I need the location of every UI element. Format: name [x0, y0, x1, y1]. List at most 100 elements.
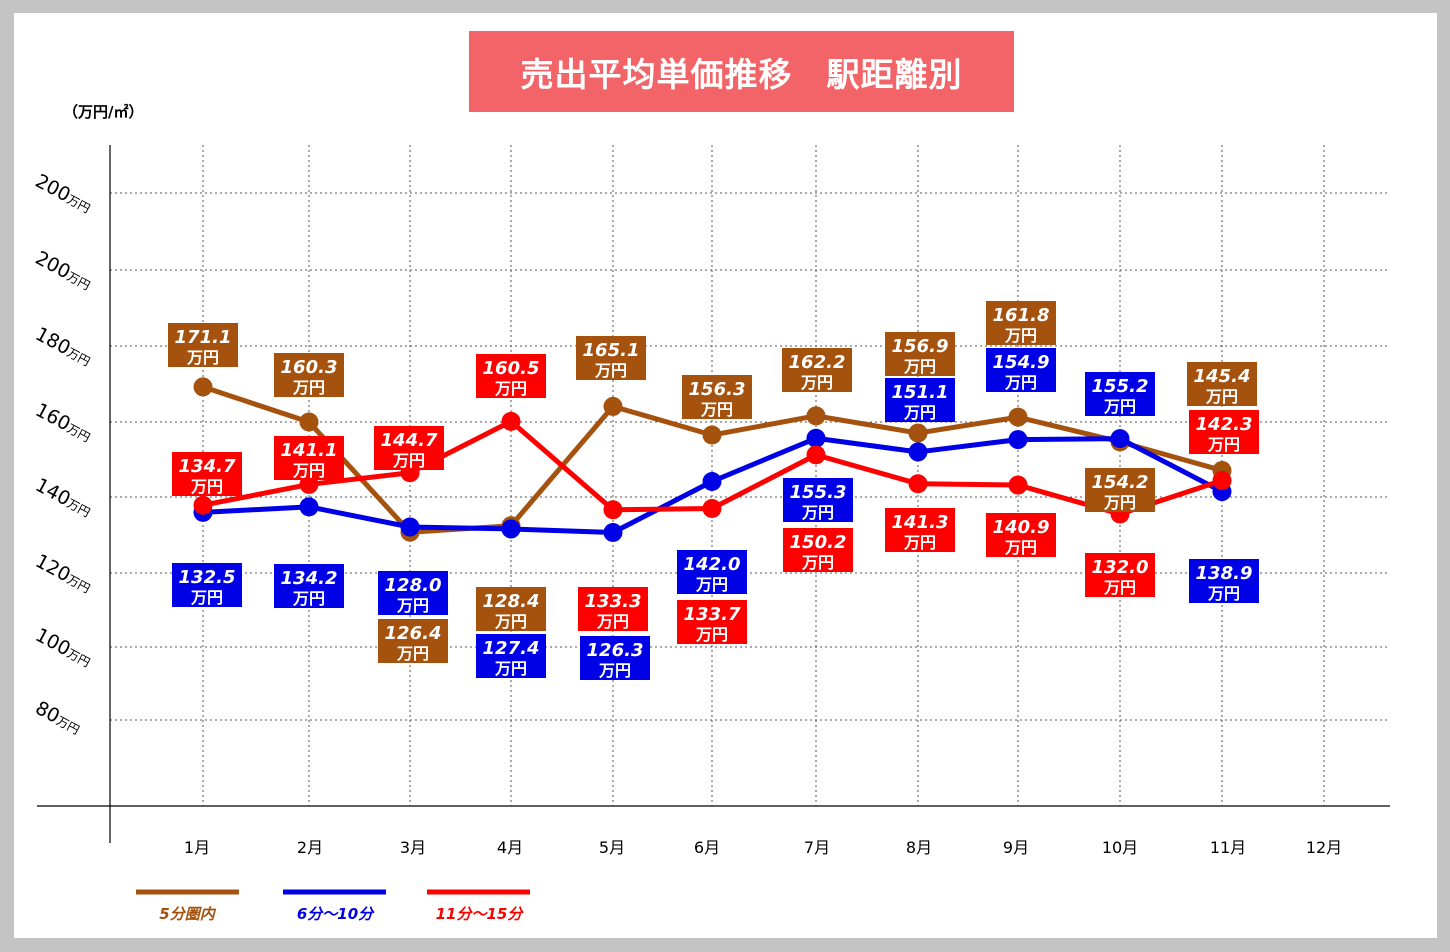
data-label-unit: 万円 [494, 612, 527, 631]
series-2 [193, 428, 1232, 543]
data-label-value: 171.1 [175, 327, 232, 348]
data-label-value: 161.8 [993, 305, 1050, 326]
data-point [603, 500, 623, 520]
legend: 5分圏内 6分～10分 11分～15分 [136, 889, 530, 923]
data-label-box [274, 436, 344, 480]
data-point [908, 423, 928, 443]
x-tick-label: 3月 [400, 838, 426, 857]
y-tick-label: 120万円 [32, 550, 96, 598]
data-label-box [782, 348, 852, 392]
legend-item-3: 11分～15分 [427, 889, 530, 923]
data-label: 155.3万円 [783, 478, 853, 522]
data-label-box [274, 564, 344, 608]
x-tick-label: 12月 [1306, 838, 1342, 857]
data-label-value: 141.1 [281, 440, 338, 461]
data-label-box [1085, 468, 1155, 512]
data-labels: 171.1万円 160.3万円126.4万円128.4万円165.1万円156.3… [168, 301, 1259, 680]
data-point [702, 498, 722, 518]
series-lines [193, 377, 1232, 543]
y-tick-label: 160万円 [32, 399, 96, 447]
data-label-unit: 万円 [700, 400, 733, 419]
data-label-box [677, 550, 747, 594]
data-label: 128.0万円 [378, 571, 448, 615]
legend-label: 6分～10分 [297, 905, 375, 923]
data-label-unit: 万円 [292, 461, 325, 480]
data-label-box [172, 563, 242, 607]
data-label-unit: 万円 [801, 553, 834, 572]
data-label-box [1189, 559, 1259, 603]
data-label-box [378, 619, 448, 663]
data-point [1008, 475, 1028, 495]
data-label-unit: 万円 [1103, 397, 1136, 416]
data-label-unit: 万円 [1103, 578, 1136, 597]
data-point [603, 523, 623, 543]
x-tick-label: 7月 [804, 838, 830, 857]
y-tick-label: 140万円 [32, 474, 96, 522]
data-label: 161.8万円 [986, 301, 1056, 345]
x-tick-label: 10月 [1102, 838, 1138, 857]
data-label-unit: 万円 [598, 661, 631, 680]
data-label: 156.3万円 [682, 375, 752, 419]
data-point [1212, 471, 1232, 491]
data-point [806, 428, 826, 448]
legend-label: 5分圏内 [159, 905, 216, 923]
data-label-value: 154.2 [1092, 472, 1149, 493]
x-tick-label: 11月 [1210, 838, 1246, 857]
data-label-box [885, 332, 955, 376]
data-label-box [1189, 410, 1259, 454]
data-label-box [476, 634, 546, 678]
x-tick-labels: 1月 2月 3月 4月 5月 6月 7月 8月 9月 10月 11月 12月 [184, 838, 1342, 857]
data-point [908, 474, 928, 494]
data-point [702, 472, 722, 491]
data-label-unit: 万円 [292, 589, 325, 608]
y-tick-label: 100万円 [32, 624, 96, 672]
data-label-unit: 万円 [594, 361, 627, 380]
data-label-box [677, 600, 747, 644]
data-label-unit: 万円 [1004, 538, 1037, 557]
data-label-box [172, 452, 242, 496]
data-label-box [1187, 362, 1257, 406]
data-label-unit: 万円 [903, 533, 936, 552]
data-label-box [986, 513, 1056, 557]
data-label-unit: 万円 [190, 477, 223, 496]
y-tick-label: 180万円 [32, 323, 96, 371]
axes [37, 145, 1390, 843]
data-point [806, 406, 826, 426]
data-label-unit: 万円 [1205, 387, 1238, 406]
data-label: 132.0万円 [1085, 553, 1155, 597]
data-label-value: 150.2 [790, 532, 847, 553]
data-label-value: 126.4 [385, 623, 442, 644]
data-label: 141.3万円 [885, 508, 955, 552]
data-label-value: 134.2 [281, 568, 338, 589]
data-label: 160.5万円 [476, 354, 546, 398]
data-label: 145.4万円 [1187, 362, 1257, 406]
data-label-box [986, 301, 1056, 345]
data-label: 154.9万円 [986, 348, 1056, 392]
data-label: 141.1万円 [274, 436, 344, 480]
data-point [908, 442, 928, 462]
data-label-value: 155.2 [1092, 376, 1149, 397]
y-tick-labels: 200万円 200万円 180万円 160万円 140万円 120万円 100万円 80万円 [32, 170, 96, 739]
data-label: 142.0万円 [677, 550, 747, 594]
data-label-unit: 万円 [1004, 326, 1037, 345]
data-label: 151.1万円 [885, 378, 955, 422]
data-point [1008, 407, 1028, 427]
y-tick-label: 200万円 [32, 247, 96, 295]
data-label-box [1085, 372, 1155, 416]
data-point [1008, 430, 1028, 450]
legend-item-1: 5分圏内 [136, 889, 239, 923]
data-label-value: 142.0 [684, 554, 741, 575]
data-label: 144.7万円 [374, 426, 444, 470]
data-label-value: 144.7 [381, 430, 438, 451]
data-label-value: 126.3 [587, 640, 644, 661]
data-label-value: 138.9 [1196, 563, 1253, 584]
data-point [193, 495, 213, 515]
data-label-box [682, 375, 752, 419]
data-label-value: 162.2 [789, 352, 846, 373]
data-label-value: 151.1 [892, 382, 949, 403]
data-label-box [783, 528, 853, 572]
data-label-box [783, 478, 853, 522]
data-label-unit: 万円 [1004, 373, 1037, 392]
data-label: 150.2万円 [783, 528, 853, 572]
data-label-unit: 万円 [494, 659, 527, 678]
